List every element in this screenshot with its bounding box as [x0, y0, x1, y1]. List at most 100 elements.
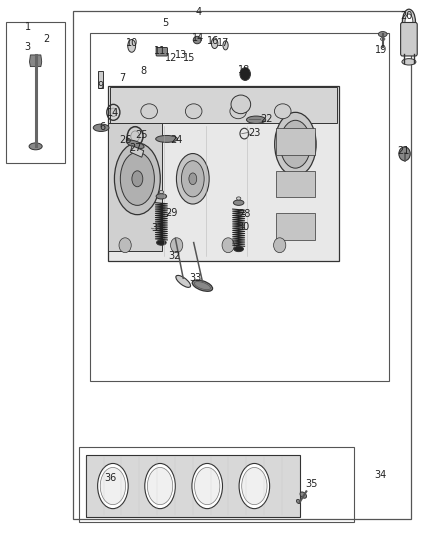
- Text: 24: 24: [170, 135, 182, 145]
- Ellipse shape: [156, 193, 166, 199]
- Ellipse shape: [148, 467, 173, 505]
- Ellipse shape: [192, 464, 223, 508]
- Text: 17: 17: [217, 38, 230, 48]
- Text: 22: 22: [260, 114, 272, 124]
- Ellipse shape: [93, 124, 109, 132]
- Ellipse shape: [247, 116, 266, 124]
- Ellipse shape: [378, 31, 387, 37]
- Text: 7: 7: [119, 73, 125, 83]
- Text: 35: 35: [305, 480, 318, 489]
- Bar: [79, 447, 354, 522]
- Ellipse shape: [234, 246, 244, 252]
- Text: 13: 13: [174, 50, 187, 60]
- Text: 21: 21: [398, 146, 410, 156]
- Ellipse shape: [230, 104, 247, 119]
- Text: 1: 1: [25, 22, 31, 33]
- Ellipse shape: [194, 467, 220, 505]
- Text: 4: 4: [195, 7, 201, 18]
- Text: 8: 8: [141, 66, 147, 76]
- Text: 18: 18: [238, 65, 251, 75]
- Ellipse shape: [290, 136, 301, 152]
- Ellipse shape: [126, 140, 144, 149]
- Text: 34: 34: [374, 470, 387, 480]
- Text: 9: 9: [97, 81, 103, 91]
- Ellipse shape: [237, 197, 241, 200]
- Ellipse shape: [114, 143, 160, 215]
- Bar: [276, 128, 315, 155]
- Ellipse shape: [181, 161, 204, 197]
- Text: 20: 20: [401, 11, 413, 21]
- Bar: [130, 146, 144, 157]
- Circle shape: [131, 131, 140, 142]
- Text: 31: 31: [152, 223, 164, 233]
- Ellipse shape: [300, 492, 307, 498]
- Ellipse shape: [223, 41, 228, 50]
- Bar: [90, 33, 389, 381]
- Ellipse shape: [280, 120, 311, 168]
- Ellipse shape: [381, 37, 385, 41]
- Ellipse shape: [29, 143, 42, 150]
- Text: 16: 16: [207, 36, 219, 45]
- Ellipse shape: [275, 104, 291, 119]
- Text: 5: 5: [162, 18, 169, 28]
- Bar: [276, 171, 315, 197]
- Text: 32: 32: [168, 251, 180, 261]
- Ellipse shape: [233, 200, 244, 205]
- Text: 36: 36: [105, 473, 117, 483]
- Ellipse shape: [194, 281, 210, 289]
- Circle shape: [274, 238, 286, 253]
- Ellipse shape: [141, 104, 157, 119]
- Ellipse shape: [242, 467, 267, 505]
- Text: 27: 27: [129, 143, 141, 154]
- Bar: [108, 123, 162, 251]
- Bar: [73, 11, 411, 519]
- Ellipse shape: [193, 36, 201, 44]
- Bar: [276, 213, 315, 240]
- Text: 33: 33: [189, 273, 201, 283]
- Text: 15: 15: [183, 53, 195, 63]
- Bar: [6, 22, 65, 163]
- Text: 23: 23: [249, 127, 261, 138]
- Ellipse shape: [177, 154, 209, 204]
- Ellipse shape: [239, 464, 270, 508]
- Ellipse shape: [189, 173, 197, 184]
- Ellipse shape: [231, 95, 251, 114]
- Ellipse shape: [98, 464, 128, 508]
- Ellipse shape: [192, 280, 212, 292]
- Ellipse shape: [156, 240, 166, 245]
- Circle shape: [222, 238, 234, 253]
- Polygon shape: [29, 55, 42, 67]
- Text: 11: 11: [154, 46, 166, 56]
- FancyBboxPatch shape: [108, 86, 339, 261]
- Text: 6: 6: [99, 122, 105, 132]
- Ellipse shape: [403, 9, 416, 35]
- Circle shape: [399, 147, 410, 161]
- FancyBboxPatch shape: [156, 47, 167, 56]
- Circle shape: [110, 108, 117, 117]
- Ellipse shape: [297, 499, 300, 504]
- Circle shape: [119, 238, 131, 253]
- Polygon shape: [86, 455, 300, 518]
- Text: 28: 28: [238, 209, 251, 220]
- Ellipse shape: [176, 276, 191, 287]
- Circle shape: [240, 68, 251, 80]
- Ellipse shape: [212, 38, 218, 49]
- Circle shape: [170, 238, 183, 253]
- Ellipse shape: [100, 467, 126, 505]
- Ellipse shape: [155, 135, 177, 142]
- Text: 25: 25: [135, 130, 148, 140]
- Ellipse shape: [275, 112, 316, 176]
- Text: 14: 14: [107, 108, 120, 118]
- Text: 10: 10: [126, 38, 138, 48]
- Text: 29: 29: [165, 208, 177, 219]
- FancyBboxPatch shape: [401, 22, 417, 56]
- Ellipse shape: [159, 190, 163, 193]
- Text: 12: 12: [165, 53, 177, 63]
- Text: 26: 26: [119, 135, 131, 145]
- Bar: [98, 71, 103, 88]
- Ellipse shape: [120, 152, 154, 205]
- Ellipse shape: [132, 171, 143, 187]
- Text: 3: 3: [24, 43, 30, 52]
- Text: 14: 14: [192, 33, 204, 43]
- Ellipse shape: [128, 39, 136, 52]
